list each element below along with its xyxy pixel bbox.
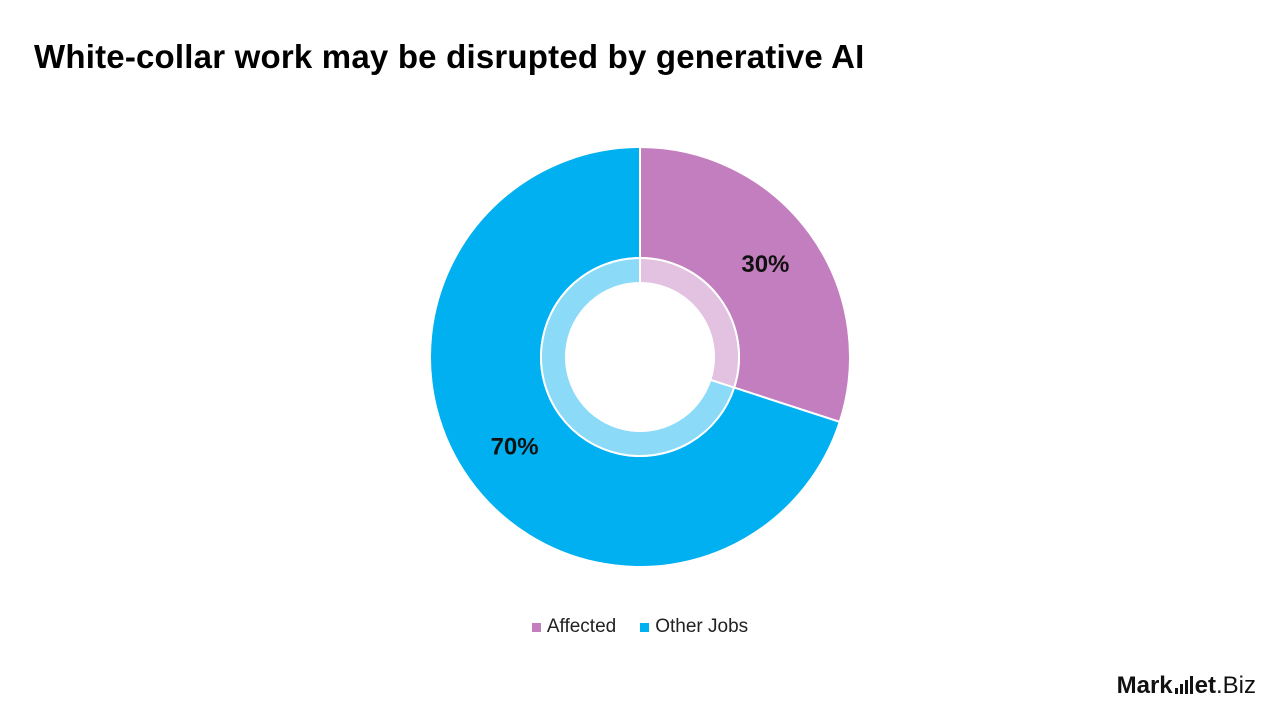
chart-title: White-collar work may be disrupted by ge… xyxy=(34,38,865,75)
slice-label-affected: 30% xyxy=(741,251,789,278)
legend-item-other-jobs[interactable]: Other Jobs xyxy=(640,616,748,638)
brand-name-left: Mark xyxy=(1116,672,1173,699)
legend-item-affected[interactable]: Affected xyxy=(531,616,617,638)
slice-label-other-jobs: 70% xyxy=(491,433,539,460)
legend-swatch-affected xyxy=(531,622,541,632)
legend-label-affected: Affected xyxy=(546,616,617,637)
slice-inner-other-jobs xyxy=(540,256,736,457)
bar-chart-icon xyxy=(1174,676,1193,694)
brand-name-mid: et xyxy=(1194,672,1216,699)
legend-swatch-other-jobs xyxy=(640,622,650,632)
legend-label-other-jobs: Other Jobs xyxy=(655,616,749,637)
chart-legend: Affected Other Jobs xyxy=(0,616,1280,638)
brand-logo: Mark et .Biz xyxy=(1117,672,1256,700)
brand-name-right: .Biz xyxy=(1215,672,1256,699)
slices-layer xyxy=(429,145,851,568)
slice-labels-layer: 30% 70% xyxy=(491,251,790,460)
